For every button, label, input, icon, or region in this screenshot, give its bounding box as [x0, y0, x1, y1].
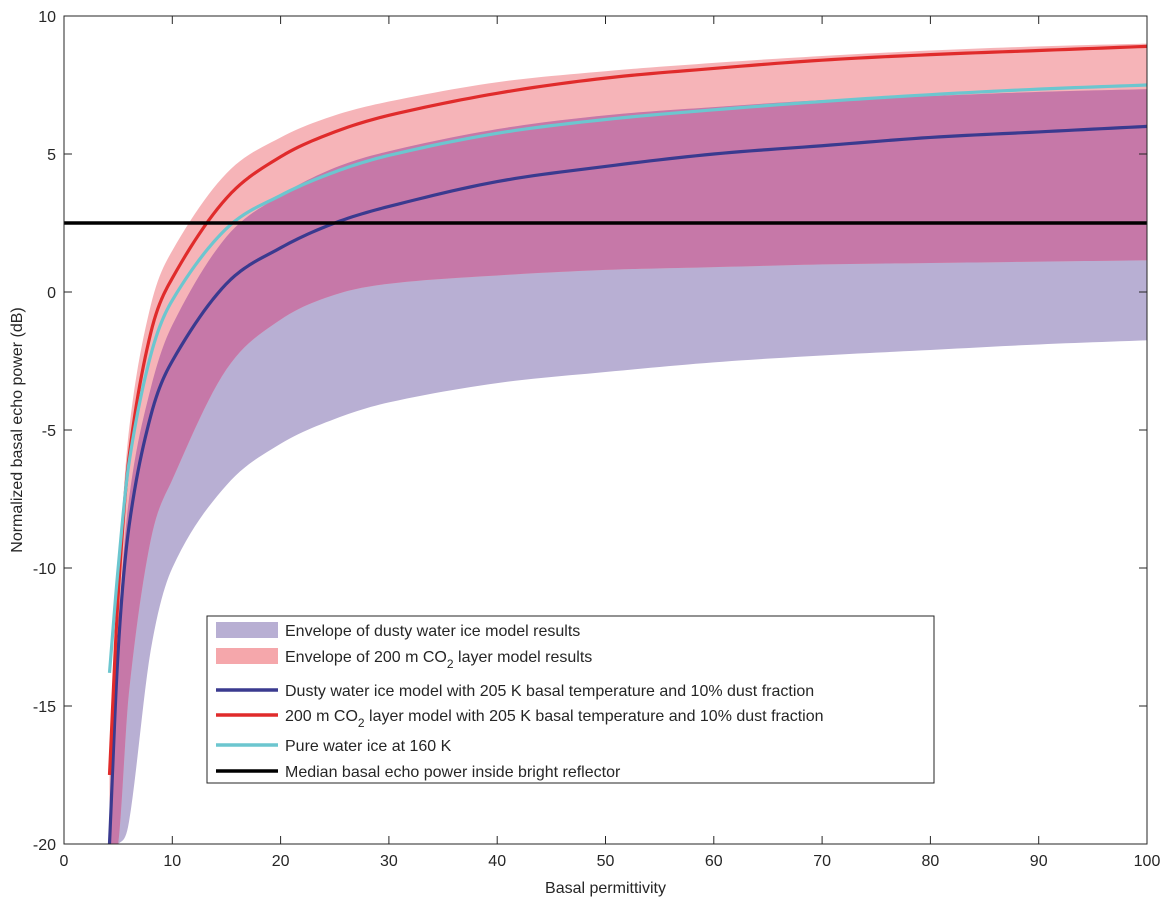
legend-label: Envelope of dusty water ice model result… — [285, 623, 580, 640]
x-tick-label: 40 — [488, 853, 506, 870]
legend-label: 200 m CO2 layer model with 205 K basal t… — [285, 708, 824, 730]
x-tick-label: 70 — [813, 853, 831, 870]
axis-ticks: 0 10 20 30 40 50 60 70 80 90 100 -20 -15 -10 -5 0 5 10 — [33, 9, 1161, 870]
y-axis-label: Normalized basal echo power (dB) — [9, 307, 26, 552]
legend-label: Pure water ice at 160 K — [285, 738, 452, 755]
x-axis-label: Basal permittivity — [545, 880, 666, 897]
co2-model-line — [107, 44, 1147, 776]
x-tick-label: 100 — [1134, 853, 1161, 870]
x-tick-label: 0 — [60, 853, 69, 870]
x-tick-label: 20 — [272, 853, 290, 870]
y-tick-label: -5 — [42, 423, 56, 440]
envelope-bands — [109, 43, 1147, 844]
legend-item: Envelope of dusty water ice model result… — [216, 622, 580, 640]
y-tick-label: -10 — [33, 561, 56, 578]
y-tick-label: -15 — [33, 699, 56, 716]
legend-item: Median basal echo power inside bright re… — [216, 764, 621, 781]
legend-item: 200 m CO2 layer model with 205 K basal t… — [216, 708, 824, 730]
legend-box — [206, 615, 935, 784]
legend-label: Envelope of 200 m CO2 layer model result… — [285, 649, 592, 671]
legend-label: Median basal echo power inside bright re… — [285, 764, 621, 781]
legend-label: Dusty water ice model with 205 K basal t… — [285, 683, 814, 700]
x-tick-label: 50 — [597, 853, 615, 870]
envelope-overlap — [109, 89, 1147, 844]
legend-item: Dusty water ice model with 205 K basal t… — [216, 683, 814, 700]
x-tick-label: 80 — [922, 853, 940, 870]
pure-ice-line — [107, 83, 1147, 674]
x-tick-label: 60 — [705, 853, 723, 870]
legend-swatch — [216, 622, 278, 638]
y-tick-label: 0 — [47, 285, 56, 302]
legend-item: Envelope of 200 m CO2 layer model result… — [216, 648, 592, 671]
series-lines — [64, 44, 1147, 844]
x-tick-label: 30 — [380, 853, 398, 870]
legend-item: Pure water ice at 160 K — [216, 738, 452, 755]
legend: Envelope of dusty water ice model result… — [206, 615, 935, 784]
legend-swatch — [216, 648, 278, 664]
y-tick-label: 5 — [47, 147, 56, 164]
x-tick-label: 10 — [163, 853, 181, 870]
dusty-model-line — [107, 124, 1147, 844]
y-tick-label: 10 — [38, 9, 56, 26]
y-tick-label: -20 — [33, 837, 56, 854]
x-tick-label: 90 — [1030, 853, 1048, 870]
